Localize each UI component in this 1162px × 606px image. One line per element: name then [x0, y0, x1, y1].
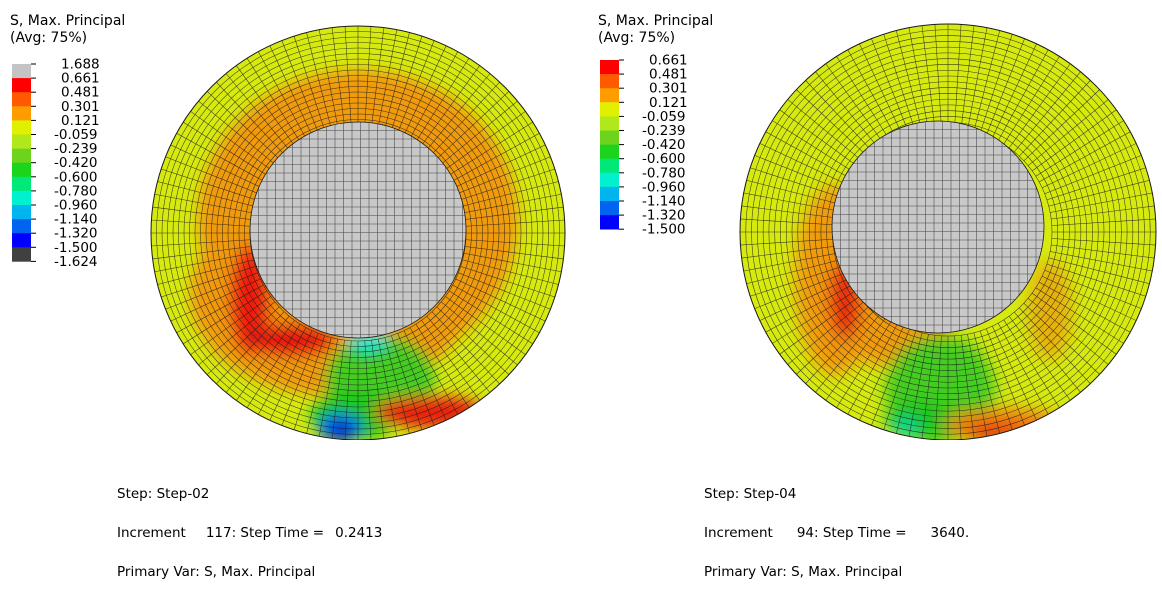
legend-swatch: [600, 88, 619, 103]
contour-plot-1: [150, 25, 566, 440]
rebar-core: [249, 121, 467, 339]
legend-level-label: 0.481: [61, 85, 100, 101]
panel-step-04: S, Max. Principal (Avg: 75%) 0.661 0.481 0…: [580, 0, 1162, 579]
legend-swatch: [12, 78, 31, 93]
legend-level-label: 0.301: [649, 81, 688, 97]
legend-level-label: -0.960: [642, 179, 686, 195]
legend-swatch: [600, 144, 619, 159]
panel-step-02: S, Max. Principal (Avg: 75%) 1.688 0.661 0…: [0, 0, 580, 579]
legend-swatch: [600, 60, 619, 75]
legend-swatch: [600, 172, 619, 188]
legend-level-label: -1.624: [54, 254, 98, 270]
legend-swatch: [600, 74, 619, 89]
legend-level-label: -0.420: [642, 137, 686, 153]
primary-var-label: Primary Var: S, Max. Principal: [117, 564, 316, 580]
color-legend-1: 1.6880.6610.4810.3010.121-0.059-0.239-0.…: [12, 57, 100, 270]
step-info-1: Step: Step-02 Increment 117: Step Time = 0…: [117, 462, 382, 605]
legend-swatch: [12, 247, 31, 262]
legend-level-label: 0.301: [61, 99, 100, 115]
disk-outline: [150, 25, 566, 440]
navy-spot: [332, 425, 352, 439]
legend-level-label: -1.320: [642, 208, 686, 224]
legend-level-label: -1.320: [54, 226, 98, 242]
legend-level-label: -0.420: [54, 155, 98, 171]
legend-swatch: [600, 186, 619, 202]
legend-swatch: [12, 190, 31, 206]
legend-level-label: -1.500: [642, 222, 686, 238]
legend-level-label: -1.140: [54, 212, 98, 228]
legend-level-label: -1.140: [642, 194, 686, 210]
legend-swatch: [600, 158, 619, 174]
increment-line: Increment 94: Step Time = 3640.: [704, 525, 970, 541]
legend-swatch: [12, 106, 31, 121]
legend-level-label: -0.960: [54, 198, 98, 214]
legend-level-label: 0.661: [649, 53, 688, 69]
legend-swatch: [12, 176, 31, 192]
legend-swatch: [600, 130, 619, 145]
legend-swatch: [12, 120, 31, 135]
legend-level-label: -0.780: [54, 183, 98, 199]
legend-swatch: [600, 201, 619, 216]
legend-level-label: -0.600: [642, 151, 686, 167]
legend-level-label: -0.239: [54, 141, 98, 157]
increment-label: Increment: [117, 525, 186, 541]
core-outline: [831, 120, 1045, 334]
legend-level-label: -0.600: [54, 169, 98, 185]
legend-level-label: 0.121: [649, 95, 688, 111]
red-lower-right: [375, 396, 485, 428]
primary-var-label: Primary Var: S, Max. Principal: [704, 564, 903, 580]
legend-swatch: [12, 205, 31, 220]
legend-swatch: [12, 92, 31, 107]
mesh-lines: [740, 24, 1156, 440]
legend-title-line1: S, Max. Principal: [598, 13, 714, 29]
legend-level-label: -0.059: [54, 127, 98, 143]
legend-level-label: -1.500: [54, 240, 98, 256]
legend-level-label: -0.239: [642, 123, 686, 139]
legend-swatch: [12, 64, 31, 79]
core-outline: [249, 121, 467, 339]
step-info-2: Step: Step-04 Increment 94: Step Time = 36…: [704, 462, 969, 605]
mesh-lines: [151, 26, 565, 440]
legend-title-1: S, Max. Principal (Avg: 75%): [10, 13, 125, 47]
legend-swatch: [12, 134, 31, 149]
orange-right: [1028, 260, 1072, 360]
increment-line: Increment 117: Step Time = 0.2413: [117, 525, 383, 541]
legend-level-label: -0.059: [642, 109, 686, 125]
legend-swatch: [600, 116, 619, 131]
step-label: Step: Step-02: [117, 486, 210, 502]
legend-level-label: 0.661: [61, 71, 100, 87]
increment-value: 117: Step Time =: [205, 525, 325, 541]
disk-outline: [739, 23, 1157, 440]
legend-swatch: [12, 233, 31, 248]
legend-title-line2: (Avg: 75%): [598, 30, 676, 46]
step-time-value: 3640.: [930, 525, 970, 541]
legend-swatch: [12, 148, 31, 163]
legend-swatch: [12, 162, 31, 178]
orange-bottom: [945, 409, 1065, 440]
core-fill: [250, 122, 466, 338]
legend-title-line2: (Avg: 75%): [10, 30, 88, 46]
legend-swatch: [12, 219, 31, 234]
legend-swatch: [600, 102, 619, 117]
legend-level-label: 0.481: [649, 67, 688, 83]
legend-level-label: 0.121: [61, 113, 100, 129]
legend-level-label: -0.780: [642, 165, 686, 181]
cyan-spot: [891, 420, 919, 436]
legend-title-2: S, Max. Principal (Avg: 75%): [598, 13, 713, 47]
color-legend-2: 0.6610.4810.3010.121-0.059-0.239-0.420-0…: [600, 53, 688, 238]
step-label: Step: Step-04: [704, 486, 797, 502]
legend-level-label: 1.688: [61, 57, 100, 73]
legend-swatch: [600, 215, 619, 230]
increment-label: Increment: [704, 525, 773, 541]
rebar-core: [831, 120, 1045, 334]
increment-value: 94: Step Time =: [796, 525, 907, 541]
contour-plot-2: [739, 23, 1157, 440]
step-time-value: 0.2413: [335, 525, 383, 541]
core-fill: [832, 121, 1044, 333]
legend-title-line1: S, Max. Principal: [10, 13, 126, 29]
